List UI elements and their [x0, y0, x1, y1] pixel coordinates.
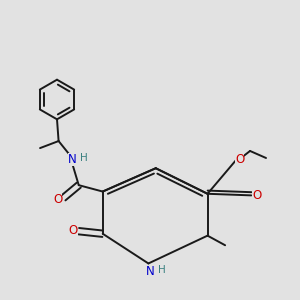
Text: N: N: [68, 153, 76, 166]
Text: O: O: [53, 193, 62, 206]
Text: H: H: [80, 153, 87, 163]
Text: O: O: [235, 153, 244, 166]
Text: O: O: [68, 224, 78, 237]
Text: H: H: [158, 265, 166, 275]
Text: O: O: [252, 189, 262, 202]
Text: N: N: [146, 265, 154, 278]
